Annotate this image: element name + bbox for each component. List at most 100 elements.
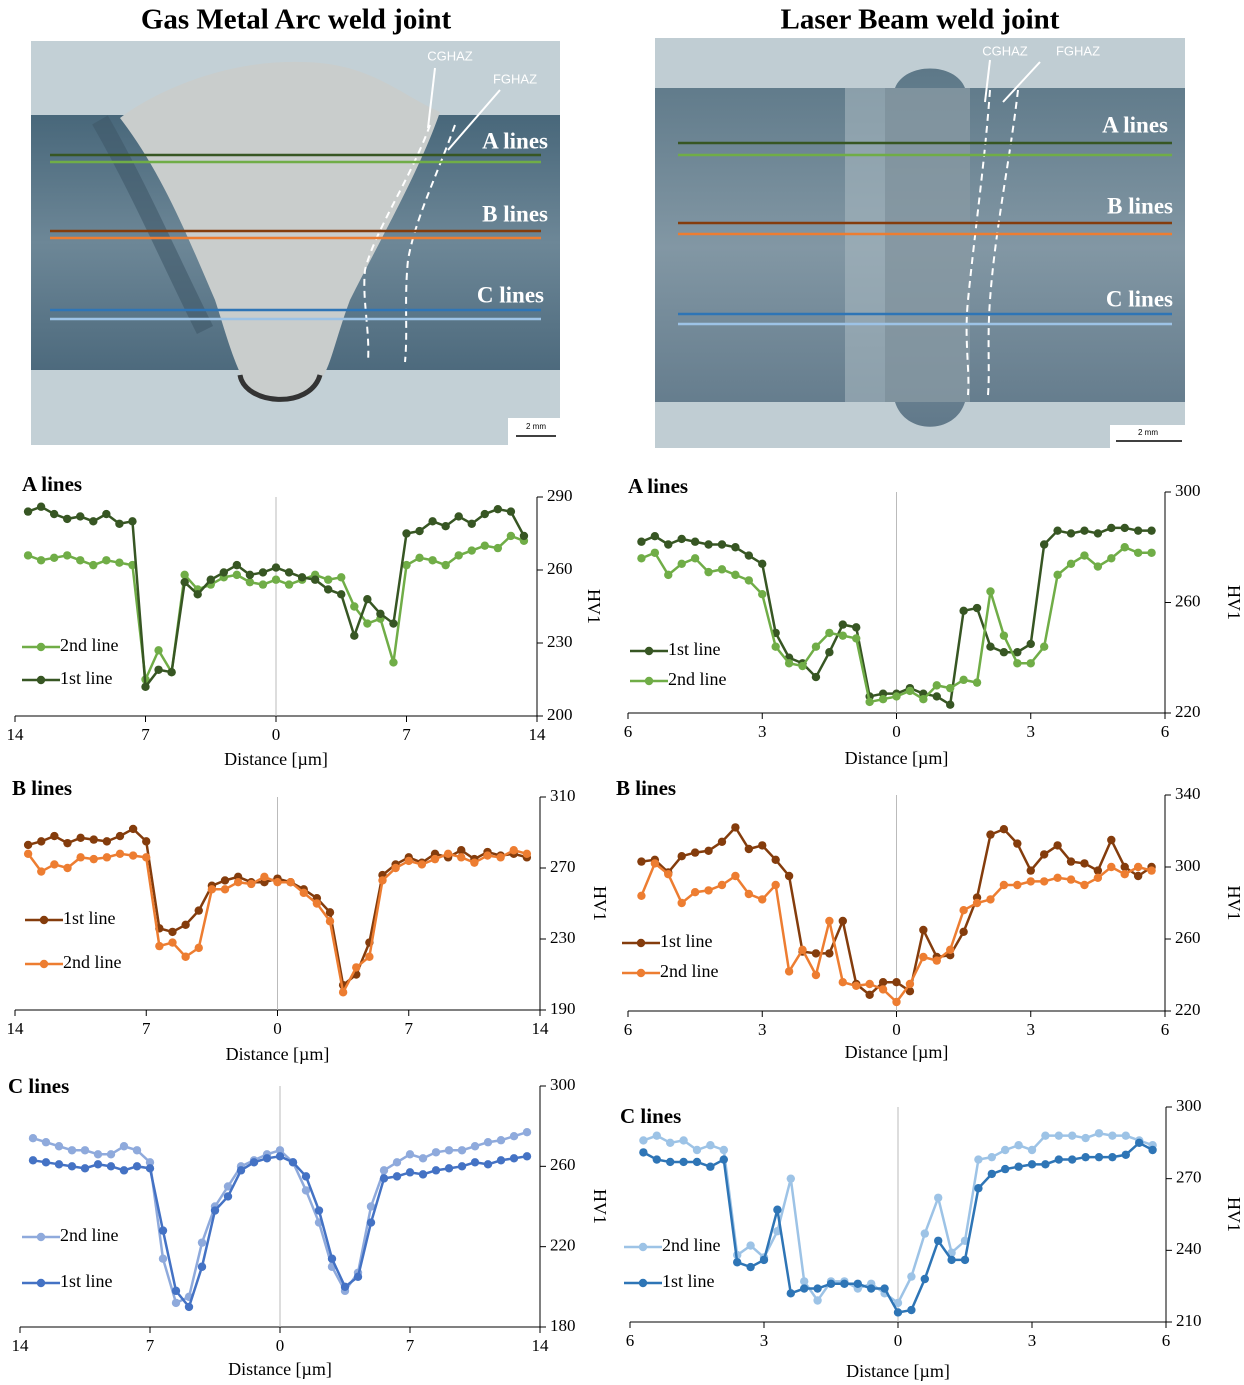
x-tick-label: 7	[141, 725, 150, 744]
data-point	[428, 517, 436, 525]
data-point	[919, 695, 927, 703]
y-tick-label: 260	[1175, 591, 1201, 610]
x-tick-label: 6	[1162, 1331, 1171, 1350]
chart-title: C lines	[620, 1104, 681, 1128]
data-point	[771, 643, 779, 651]
data-point	[787, 1289, 795, 1297]
data-point	[666, 1139, 674, 1147]
data-point	[286, 878, 294, 886]
photo-label: B lines	[482, 201, 548, 226]
chart-title: B lines	[616, 776, 676, 800]
x-tick-label: 7	[406, 1336, 415, 1355]
data-point	[946, 701, 954, 709]
data-point	[1001, 1165, 1009, 1173]
data-point	[37, 867, 45, 875]
data-point	[159, 1226, 167, 1234]
data-point	[771, 856, 779, 864]
data-point	[839, 917, 847, 925]
data-point	[497, 1136, 505, 1144]
data-point	[907, 1272, 915, 1280]
y-tick-label: 190	[550, 999, 576, 1018]
data-point	[237, 1166, 245, 1174]
data-point	[986, 895, 994, 903]
photo-label: FGHAZ	[1056, 43, 1100, 58]
data-point	[1135, 1139, 1143, 1147]
data-point	[986, 587, 994, 595]
data-point	[879, 695, 887, 703]
data-point	[1040, 877, 1048, 885]
gmaw-photo	[31, 41, 560, 445]
photo-label: FGHAZ	[493, 71, 537, 86]
data-point	[233, 561, 241, 569]
data-point	[102, 510, 110, 518]
data-point	[651, 549, 659, 557]
data-point	[155, 942, 163, 950]
x-tick-label: 3	[758, 722, 767, 741]
data-point	[1000, 881, 1008, 889]
legend-label: 2nd line	[668, 669, 727, 689]
data-point	[259, 580, 267, 588]
data-point	[441, 522, 449, 530]
legend-marker	[40, 916, 48, 924]
data-point	[664, 540, 672, 548]
data-point	[758, 895, 766, 903]
data-point	[484, 1160, 492, 1168]
data-point	[854, 1280, 862, 1288]
y-tick-label: 270	[1176, 1168, 1202, 1187]
data-point	[907, 1306, 915, 1314]
data-point	[693, 1158, 701, 1166]
data-point	[933, 681, 941, 689]
data-point	[42, 1158, 50, 1166]
data-point	[195, 944, 203, 952]
data-point	[921, 1229, 929, 1237]
x-axis-label: Distance [µm]	[224, 749, 328, 769]
data-point	[55, 1160, 63, 1168]
data-point	[731, 823, 739, 831]
data-point	[651, 532, 659, 540]
data-point	[311, 576, 319, 584]
data-point	[637, 554, 645, 562]
legend-label: 1st line	[63, 908, 116, 928]
data-point	[1094, 874, 1102, 882]
data-point	[813, 1296, 821, 1304]
data-point	[988, 1153, 996, 1161]
data-point	[691, 538, 699, 546]
data-point	[1147, 526, 1155, 534]
photo-label: A lines	[482, 128, 548, 153]
data-point	[471, 1142, 479, 1150]
data-point	[224, 1192, 232, 1200]
x-tick-label: 3	[1028, 1331, 1037, 1350]
data-point	[260, 873, 268, 881]
x-tick-label: 14	[7, 725, 25, 744]
legend-marker	[645, 677, 653, 685]
data-point	[879, 985, 887, 993]
data-point	[946, 946, 954, 954]
data-point	[704, 886, 712, 894]
data-point	[272, 576, 280, 584]
data-point	[419, 1154, 427, 1162]
data-point	[211, 1206, 219, 1214]
data-point	[63, 515, 71, 523]
data-point	[298, 573, 306, 581]
legend-marker	[37, 676, 45, 684]
data-point	[839, 978, 847, 986]
data-point	[745, 576, 753, 584]
data-point	[393, 1172, 401, 1180]
data-point	[785, 967, 793, 975]
data-point	[731, 872, 739, 880]
data-point	[1134, 549, 1142, 557]
legend-marker	[645, 647, 653, 655]
y-tick-label: 220	[1175, 1000, 1201, 1019]
data-point	[921, 1275, 929, 1283]
data-point	[431, 855, 439, 863]
data-point	[50, 554, 58, 562]
data-point	[1122, 1131, 1130, 1139]
data-point	[704, 568, 712, 576]
data-point	[959, 906, 967, 914]
data-point	[445, 1164, 453, 1172]
data-point	[94, 1150, 102, 1158]
data-point	[1068, 1155, 1076, 1163]
data-point	[1095, 1129, 1103, 1137]
data-point	[154, 666, 162, 674]
data-point	[365, 953, 373, 961]
